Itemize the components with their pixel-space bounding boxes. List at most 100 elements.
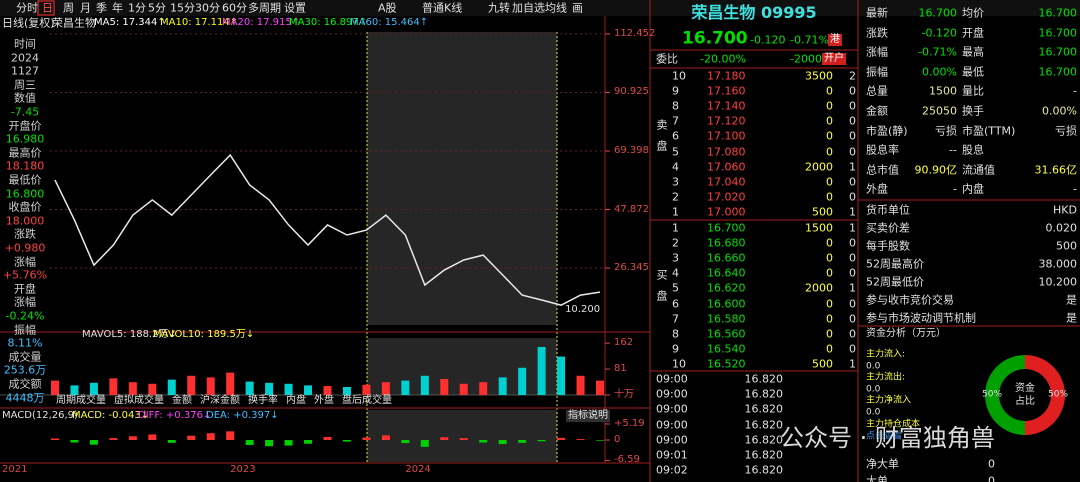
trade-price: 16.820 bbox=[744, 387, 784, 401]
stat-label: 最低 bbox=[962, 65, 984, 79]
info-item: 涨幅 bbox=[14, 255, 36, 269]
level-price: 16.660 bbox=[707, 251, 746, 265]
stat-value: -- bbox=[949, 143, 957, 157]
tool-button[interactable]: 加自选 bbox=[512, 1, 545, 15]
level-volume: 0 bbox=[826, 129, 833, 143]
fund-link[interactable]: 点击查看 bbox=[866, 431, 903, 442]
level-orders: 0 bbox=[849, 129, 856, 143]
y-tick-label: +5.19 bbox=[614, 417, 645, 429]
trade-time: 09:00 bbox=[656, 418, 688, 432]
tool-button[interactable]: 九转 bbox=[488, 1, 510, 15]
y-tick-label: -6.59 bbox=[614, 454, 640, 466]
period-tab[interactable]: 周 bbox=[63, 1, 74, 15]
help-button[interactable]: 指标说明 bbox=[566, 410, 610, 422]
volume-bar bbox=[420, 375, 429, 395]
period-tab[interactable]: 30分 bbox=[195, 1, 220, 15]
period-tab[interactable]: 季 bbox=[96, 1, 107, 15]
ratio: -20.00% bbox=[700, 52, 746, 66]
stat-label: 涨跌 bbox=[866, 26, 888, 40]
stat-label: 股息 bbox=[962, 143, 984, 157]
indicator-tab[interactable]: 换手率 bbox=[248, 395, 278, 406]
period-tab[interactable]: 15分 bbox=[170, 1, 195, 15]
volume-bar bbox=[596, 380, 604, 395]
period-tab[interactable]: 1分 bbox=[128, 1, 146, 15]
indicator-tab[interactable]: 金额 bbox=[172, 395, 192, 406]
period-tab[interactable]: 60分 bbox=[222, 1, 247, 15]
period-tab[interactable]: 分时 bbox=[16, 1, 38, 15]
settings-button[interactable]: 设置 bbox=[284, 1, 306, 15]
level-price: 17.040 bbox=[707, 175, 746, 189]
macd-bar bbox=[596, 440, 604, 441]
buy-label: 买盘 bbox=[655, 269, 668, 311]
indicator-tab[interactable]: 沪深金额 bbox=[200, 395, 240, 406]
volume-bar bbox=[518, 367, 527, 395]
info-item: 1127 bbox=[11, 64, 39, 78]
tool-button[interactable]: A股 bbox=[378, 1, 397, 15]
info-item: 振幅 bbox=[14, 323, 36, 337]
level-volume: 0 bbox=[826, 297, 833, 310]
ratio-label: 委比 bbox=[656, 52, 678, 66]
market-tag: 港 bbox=[828, 34, 842, 46]
stat-label: 量比 bbox=[962, 84, 984, 98]
stat-value: 16.700 bbox=[1038, 45, 1078, 59]
tool-button[interactable]: 普通K线 bbox=[422, 1, 463, 15]
volume-bar bbox=[109, 378, 118, 395]
y-tick-label: 26.345 bbox=[614, 262, 649, 274]
trade-price: 16.820 bbox=[744, 433, 784, 447]
level-price: 17.060 bbox=[707, 160, 746, 174]
level-orders: 0 bbox=[849, 266, 856, 280]
period-tab[interactable]: 多周期 bbox=[248, 1, 281, 15]
period-tab[interactable]: 月 bbox=[80, 1, 91, 15]
y-tick-label: 81 bbox=[614, 363, 627, 375]
stat-label: 市盈(静) bbox=[866, 124, 908, 138]
indicator-tab[interactable]: 虚拟成交量 bbox=[114, 395, 164, 406]
indicator-tab[interactable]: 内盘 bbox=[286, 395, 306, 406]
stat-value: 亏损 bbox=[1055, 124, 1077, 138]
level: 2 bbox=[672, 236, 679, 250]
level-volume: 0 bbox=[826, 175, 833, 189]
donut-label: 50% bbox=[981, 389, 1003, 400]
indicator-tab[interactable]: 外盘 bbox=[314, 395, 334, 406]
volume-bar bbox=[128, 382, 137, 395]
level: 2 bbox=[672, 190, 679, 204]
tool-button[interactable]: 画 bbox=[572, 1, 583, 15]
info-label: 每手股数 bbox=[866, 239, 910, 253]
info-item: -0.24% bbox=[5, 309, 45, 323]
period-tab[interactable]: 年 bbox=[112, 1, 123, 15]
open-account-button[interactable]: 开户 bbox=[822, 53, 846, 65]
indicator-tab[interactable]: 周期成交量 bbox=[56, 395, 106, 406]
macd-bar bbox=[70, 440, 79, 443]
level-orders: 1 bbox=[849, 221, 856, 235]
info-label: 货币单位 bbox=[866, 203, 910, 217]
ma-label: MA20: 17.915↑ bbox=[222, 17, 301, 28]
level-volume: 0 bbox=[826, 327, 833, 341]
info-item: +5.76% bbox=[2, 268, 48, 282]
stat-value: 16.700 bbox=[1038, 26, 1078, 40]
volume-bar bbox=[89, 382, 98, 395]
period-tab[interactable]: 日 bbox=[42, 1, 53, 15]
macd-bar bbox=[498, 440, 507, 445]
tool-button[interactable]: 均线 bbox=[545, 1, 567, 15]
donut-slice bbox=[1025, 355, 1065, 435]
level-price: 17.000 bbox=[707, 205, 746, 219]
level: 8 bbox=[672, 99, 679, 113]
macd-bar bbox=[518, 440, 527, 443]
level: 10 bbox=[672, 69, 686, 83]
donut-label: 50% bbox=[1047, 389, 1069, 400]
y-tick-label: 162 bbox=[614, 337, 634, 349]
bottom-label: 大单 bbox=[866, 474, 888, 482]
macd-bar bbox=[148, 434, 157, 441]
trade-time: 09:01 bbox=[656, 448, 688, 462]
stat-label: 股息率 bbox=[866, 143, 899, 157]
stat-value: - bbox=[1073, 84, 1077, 98]
stat-label: 外盘 bbox=[866, 182, 888, 196]
x-tick-label: 2023 bbox=[230, 464, 256, 475]
indicator-tab[interactable]: 盘后成交量 bbox=[342, 395, 392, 406]
info-item: 最低价 bbox=[8, 173, 42, 187]
period-tab[interactable]: 5分 bbox=[148, 1, 166, 15]
macd-bar bbox=[479, 440, 488, 443]
info-item: 253.6万 bbox=[3, 363, 47, 377]
stat-label: 总量 bbox=[866, 84, 888, 98]
volume-bar bbox=[206, 377, 215, 395]
volume-bar bbox=[284, 383, 293, 395]
